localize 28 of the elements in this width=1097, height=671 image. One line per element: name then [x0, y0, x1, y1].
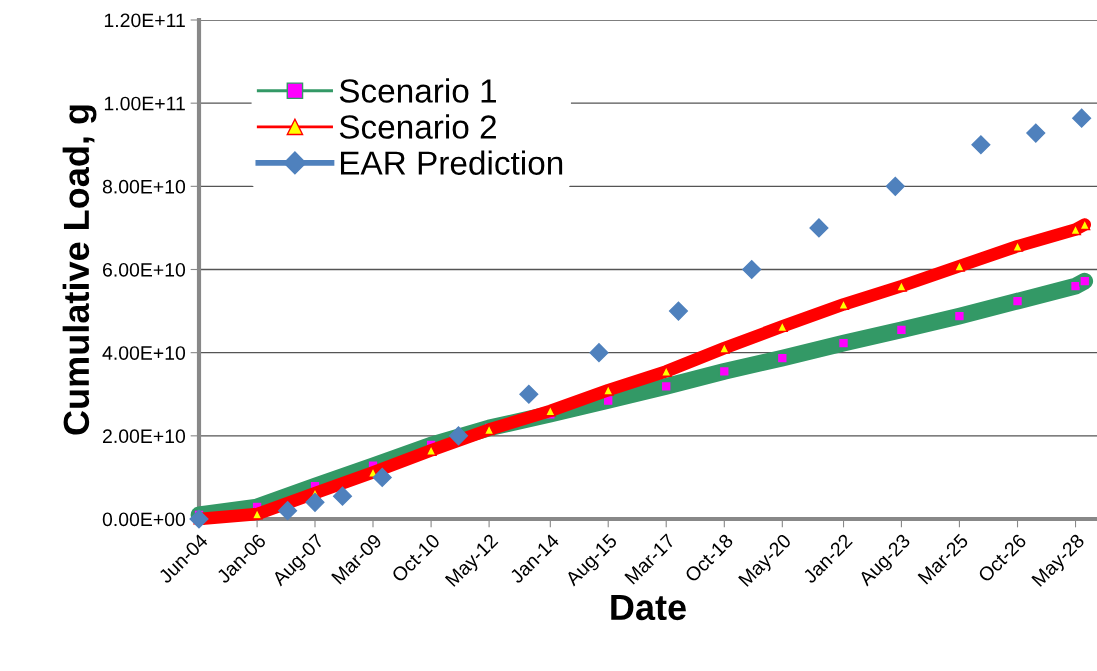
point	[448, 426, 469, 446]
point	[668, 301, 688, 321]
point	[809, 218, 829, 238]
point	[1079, 275, 1091, 287]
point	[519, 384, 539, 404]
y-axis-title: Cumulative Load, g	[62, 105, 97, 435]
legend-label: Scenario 1	[339, 78, 496, 103]
point	[305, 492, 325, 512]
y-tick-label: 4.00E+10	[102, 346, 186, 360]
point	[885, 176, 905, 196]
point	[1072, 108, 1092, 128]
x-axis-title: Date	[611, 594, 686, 621]
point	[278, 501, 298, 521]
point	[742, 259, 762, 280]
point	[1026, 123, 1046, 143]
point	[189, 509, 209, 529]
point	[589, 343, 609, 363]
y-tick-label: 1.00E+11	[104, 96, 185, 111]
point	[372, 467, 392, 487]
point	[332, 486, 353, 506]
point	[971, 135, 991, 155]
y-tick-label: 0.00E+00	[102, 512, 186, 527]
y-tick-label: 2.00E+10	[102, 429, 186, 444]
legend-label: EAR Prediction	[340, 150, 563, 175]
y-tick-label: 6.00E+10	[103, 262, 186, 277]
y-tick-label: 1.20E+11	[104, 13, 185, 28]
y-tick-label: 8.00E+10	[102, 179, 186, 194]
legend-label: Scenario 2	[339, 114, 496, 139]
